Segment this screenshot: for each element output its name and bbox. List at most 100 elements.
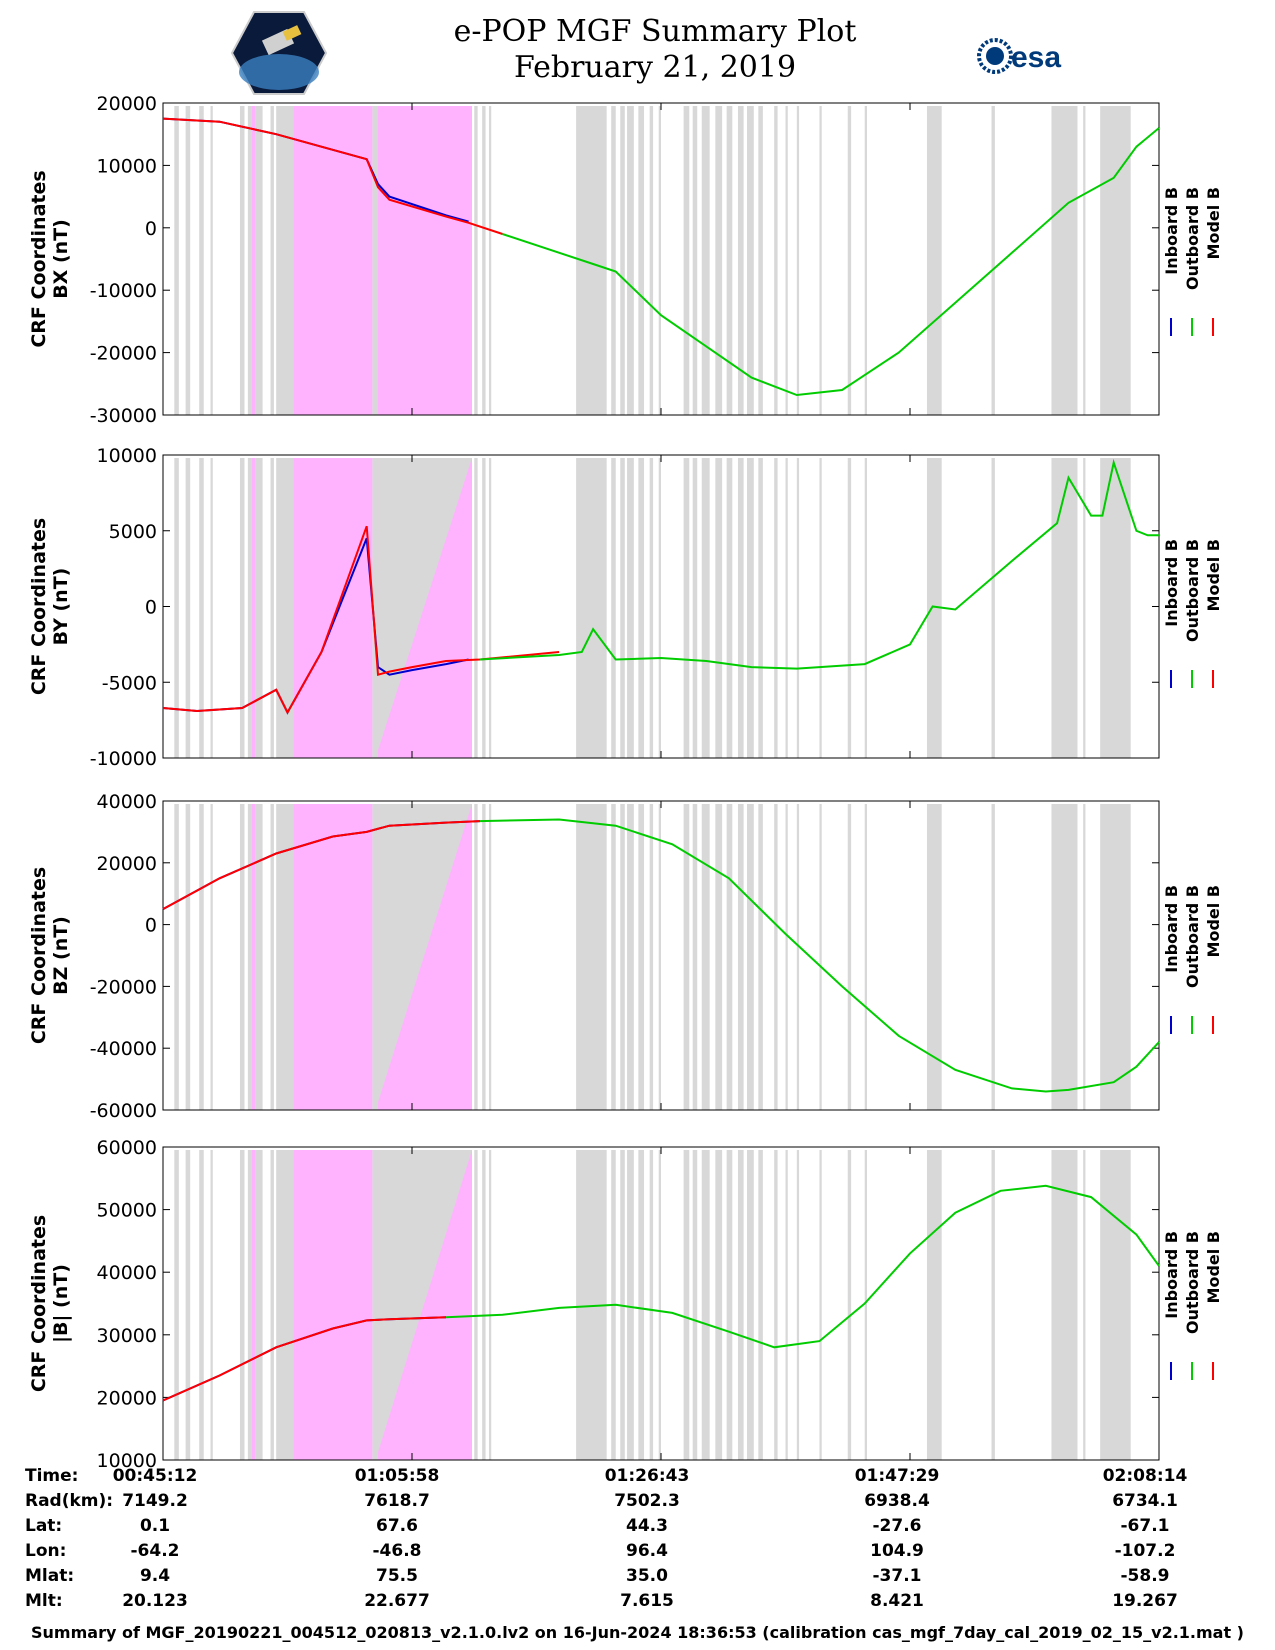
gray-band (255, 458, 263, 758)
y-tick-label: -10000 (90, 748, 157, 770)
ephemeris-value: 7149.2 (122, 1491, 188, 1511)
legend-label: Outboard B (1183, 187, 1202, 290)
y-tick-label: -60000 (90, 1100, 157, 1122)
y-tick-label: 20000 (97, 1387, 157, 1409)
y-axis-label-line2: |B| (nT) (50, 1264, 72, 1343)
gray-band (758, 106, 763, 415)
series-line-model-b (162, 525, 560, 715)
ephemeris-value: 67.6 (376, 1516, 418, 1536)
gray-band (372, 106, 379, 415)
legend-label: Inboard B (1162, 539, 1181, 627)
series-line-outboard-b (502, 127, 1160, 397)
y-tick-label: 10000 (97, 155, 157, 177)
gray-band (474, 1150, 478, 1460)
y-axis-label: CRF CoordinatesBY (nT) (28, 518, 72, 695)
page-title: e-POP MGF Summary Plot February 21, 2019 (0, 14, 1275, 86)
gray-band (819, 106, 822, 415)
gray-band (715, 458, 723, 758)
gray-band (474, 804, 478, 1110)
gray-band (1083, 106, 1086, 415)
gray-band (649, 804, 654, 1110)
gray-band (658, 106, 661, 415)
gray-band (683, 804, 690, 1110)
y-tick-label: -40000 (90, 1038, 157, 1060)
y-tick-label: -5000 (102, 672, 157, 694)
legend-label: Model B (1204, 1231, 1223, 1303)
gray-band (255, 106, 263, 415)
gray-band (270, 458, 274, 758)
gray-band (210, 106, 213, 415)
gray-band (726, 804, 733, 1110)
gray-band (692, 1150, 698, 1460)
series-line-outboard-b (445, 1184, 1160, 1349)
gray-band (270, 106, 274, 415)
ephemeris-value: 0.1 (139, 1516, 171, 1536)
gray-band (683, 106, 690, 415)
gray-band (758, 458, 763, 758)
gray-band (785, 1150, 788, 1460)
ephemeris-value: -107.2 (1114, 1541, 1176, 1561)
gray-band (991, 804, 995, 1110)
legend-label: Inboard B (1162, 885, 1181, 973)
y-tick-label: -20000 (90, 976, 157, 998)
ephemeris-row-label: Lat: (25, 1516, 63, 1536)
gray-band (576, 804, 607, 1110)
y-tick-label: 20000 (97, 853, 157, 875)
gray-band (276, 106, 294, 415)
magenta-band (293, 804, 373, 1110)
gray-band (627, 458, 634, 758)
panel-2: 10000 5000 0 -5000 -10000 CRF CoordinatesBY (… (28, 445, 1223, 770)
series-line-outboard-b (479, 458, 1159, 670)
gray-band (276, 1150, 294, 1460)
ephemeris-row-label: Mlat: (25, 1566, 75, 1586)
gray-band (683, 458, 690, 758)
gray-band (1100, 1150, 1131, 1460)
ephemeris-value: 22.677 (364, 1591, 430, 1611)
magenta-band (293, 458, 373, 758)
gray-band (239, 458, 245, 758)
ephemeris-row-label: Mlt: (25, 1591, 63, 1611)
gray-band (620, 458, 625, 758)
ephemeris-value: 01:05:58 (354, 1466, 440, 1486)
ephemeris-value: -64.2 (130, 1541, 180, 1561)
gray-band (239, 106, 245, 415)
gray-band (926, 106, 942, 415)
gray-band (620, 106, 625, 415)
gray-band (737, 1150, 744, 1460)
gray-wedge (378, 804, 472, 1102)
gray-band (649, 106, 654, 415)
gray-band (649, 1150, 654, 1460)
gray-band (692, 106, 698, 415)
magenta-band (251, 458, 256, 758)
gray-band (210, 458, 213, 758)
gray-band (649, 458, 654, 758)
gray-band (747, 458, 754, 758)
gray-band (726, 458, 733, 758)
gray-band (255, 804, 263, 1110)
legend-label: Outboard B (1183, 539, 1202, 642)
gray-band (1051, 106, 1078, 415)
gray-band (611, 458, 616, 758)
series-line-model-b (162, 117, 503, 235)
gray-band (726, 106, 733, 415)
gray-band (683, 1150, 690, 1460)
ephemeris-row-rad: Rad(km): 7149.2 7618.7 7502.3 6938.4 6734.1 (0, 1491, 1275, 1515)
gray-band (185, 106, 191, 415)
ephemeris-value: 6734.1 (1112, 1491, 1178, 1511)
y-tick-label: 0 (145, 218, 157, 240)
y-tick-label: -10000 (90, 280, 157, 302)
gray-band (627, 1150, 634, 1460)
y-axis-label-line2: BZ (nT) (50, 916, 72, 995)
gray-band (715, 804, 723, 1110)
y-tick-label: 10000 (97, 1450, 157, 1472)
ephemeris-row-lon: Lon: -64.2 -46.8 96.4 104.9 -107.2 (0, 1541, 1275, 1565)
gray-band (926, 804, 942, 1110)
ephemeris-value: 35.0 (626, 1566, 668, 1586)
legend-label: Outboard B (1183, 885, 1202, 988)
ephemeris-value: 01:26:43 (604, 1466, 690, 1486)
y-axis-label: CRF Coordinates|B| (nT) (28, 1215, 72, 1392)
gray-band (747, 1150, 754, 1460)
legend-label: Model B (1204, 539, 1223, 611)
gray-band (692, 458, 698, 758)
gray-band (758, 804, 763, 1110)
